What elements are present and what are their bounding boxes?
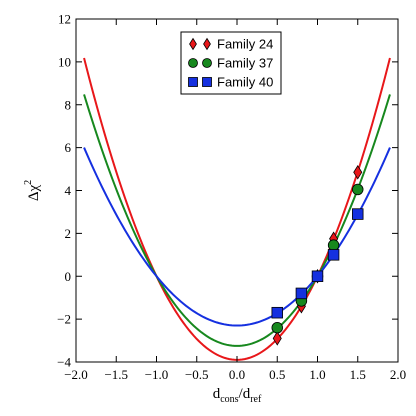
legend-marker-family-24	[203, 37, 211, 51]
data-point-family-40	[311, 270, 324, 282]
legend-label-family-24: Family 24	[217, 37, 273, 52]
x-tick-label: 0.0	[229, 367, 245, 382]
x-axis-label: dcons/dref	[213, 386, 262, 405]
data-point-family-40	[271, 306, 283, 319]
markers-layer	[271, 165, 364, 346]
fit-curve-family-37	[83, 94, 391, 347]
x-tick-label: 0.5	[269, 367, 285, 382]
y-axis-label-main: Δχ	[26, 185, 42, 202]
y-tick-label: 2	[65, 226, 72, 241]
legend-markers	[188, 37, 212, 87]
x-tick-label: 2.0	[390, 367, 406, 382]
x-axis-label-sub2: ref	[250, 394, 262, 405]
y-tick-label: 0	[65, 269, 72, 284]
data-point-family-37	[352, 183, 364, 196]
x-tick-label: 1.0	[309, 367, 325, 382]
y-tick-label: 8	[65, 97, 72, 112]
data-point-family-40	[352, 208, 364, 220]
ticks-layer: −2.0 −1.5 −1.0 −0.5 0.0 0.5 1.0 1.5 2.0 −4 −2 0 2 4 6 8…	[57, 12, 406, 383]
legend-marker-family-40	[188, 77, 198, 87]
y-tick-label: 10	[58, 54, 71, 69]
data-point-family-24	[272, 331, 282, 346]
legend: Family 24 Family 37 Family 40	[180, 31, 282, 95]
legend-marker-family-24	[189, 37, 197, 51]
y-tick-label: 4	[65, 183, 72, 198]
y-tick-label: 6	[65, 140, 72, 155]
y-tick-label: −2	[57, 312, 71, 327]
x-tick-label: −2.0	[64, 367, 88, 382]
fit-curve-family-40	[83, 147, 391, 327]
data-point-family-37	[327, 239, 340, 251]
y-tick-label: −4	[57, 355, 71, 370]
y-axis-label-sup: 2	[23, 180, 34, 185]
fit-curve-family-24	[83, 57, 391, 361]
x-axis-label-slash: /d	[239, 386, 251, 402]
x-tick-label: −0.5	[185, 367, 209, 382]
x-tick-label: 1.5	[350, 367, 366, 382]
data-point-family-40	[295, 287, 308, 300]
legend-label-family-37: Family 37	[217, 56, 273, 71]
legend-label-family-40: Family 40	[217, 75, 273, 90]
data-point-family-40	[327, 249, 340, 261]
x-axis-label-sub1: cons	[220, 394, 238, 405]
curves-layer	[83, 57, 391, 361]
data-point-family-24	[353, 165, 363, 180]
x-tick-label: −1.0	[145, 367, 169, 382]
legend-marker-family-37	[188, 58, 198, 68]
y-tick-label: 12	[58, 12, 71, 27]
data-point-family-37	[271, 321, 283, 334]
legend-marker-family-40	[202, 77, 212, 87]
x-tick-label: −1.5	[104, 367, 128, 382]
legend-marker-family-37	[202, 58, 212, 68]
y-axis-label: Δχ2	[23, 180, 42, 201]
x-axis-label-main: d	[213, 386, 221, 402]
